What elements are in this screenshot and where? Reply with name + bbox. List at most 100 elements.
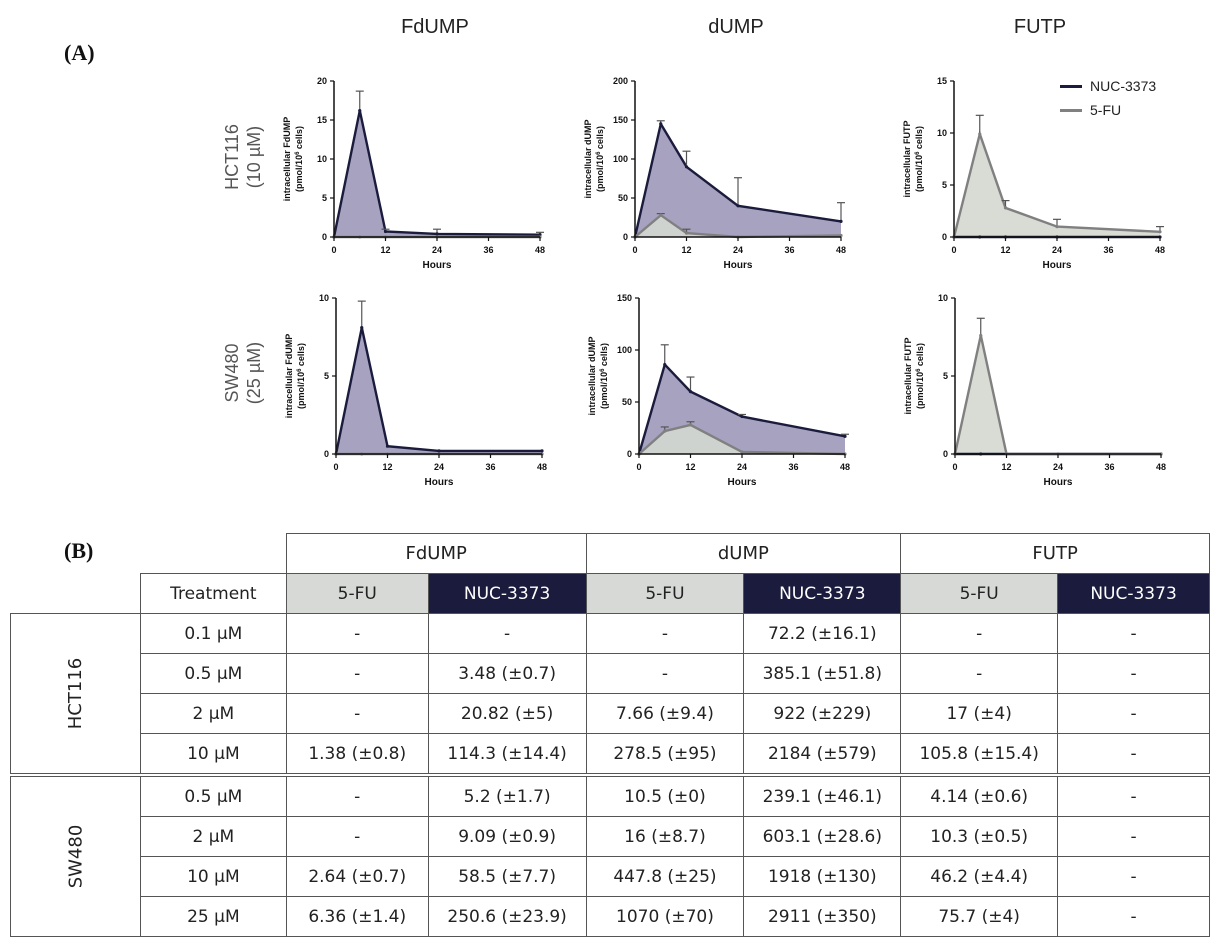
summary-table: FdUMP dUMP FUTP Treatment 5-FU NUC-3373 … [10,533,1210,937]
x-tick-label: 12 [382,462,392,472]
point-nuc3373 [659,122,663,126]
legend: NUC-3373 5-FU [1060,78,1156,126]
x-tick-label: 48 [535,245,545,255]
y-axis-label-line2: (pmol/106 cells) [914,126,924,192]
column-title-futp: FUTP [1013,16,1067,38]
table-value-cell: 5.2 (±1.7) [427,773,587,817]
legend-label-5fu: 5-FU [1090,102,1122,118]
y-tick-label: 5 [324,371,329,381]
area-5fu [639,424,845,454]
x-tick-label: 0 [333,462,338,472]
y-axis-label-line1: intracellular dUMP [583,119,593,198]
x-tick-label: 0 [632,245,637,255]
x-axis-label: Hours [1044,477,1073,488]
y-tick-label: 150 [617,293,632,303]
table-concentration-cell: 10 µM [139,856,287,897]
x-tick-label: 36 [483,245,493,255]
y-tick-label: 15 [937,76,947,86]
chart-sw480-fdump: 0 12 24 36 48 0 5 10 Hours intracellular FdUMP (pm… [284,293,547,488]
legend-item-nuc3373: NUC-3373 [1060,78,1156,94]
y-tick-label: 150 [613,115,628,125]
point-nuc3373 [736,204,740,208]
table-value-cell: - [1057,773,1210,817]
chart-hct116-futp: 0 12 24 36 48 0 5 10 15 Hours intracellular FUTP (p… [902,76,1165,271]
row-title-sw480-line2: (25 µM) [244,341,264,405]
legend-swatch-5fu [1060,108,1082,112]
x-axis-label: Hours [728,477,757,488]
x-tick-label: 36 [784,245,794,255]
table-row: 25 µM 6.36 (±1.4) 250.6 (±23.9) 1070 (±70) 2… [11,896,1210,937]
y-tick-label: 50 [618,193,628,203]
x-tick-label: 24 [737,462,747,472]
y-axis-label-line1: intracellular FUTP [902,120,912,197]
y-tick-label: 20 [317,76,327,86]
y-axis-label-line1: intracellular dUMP [587,336,597,415]
table-value-cell: - [900,613,1059,654]
table-value-cell: - [1057,856,1210,897]
point-nuc3373 [663,362,667,367]
point-nuc3373 [385,444,390,448]
table-value-cell: 75.7 (±4) [900,896,1059,937]
point-5fu [684,231,689,235]
point-5fu [740,450,744,454]
y-axis-label-line2: (pmol/106 cells) [595,126,605,192]
point-5fu [839,233,843,238]
x-tick-label: 36 [1103,245,1113,255]
y-axis-label: intracellular FUTP (pmol/106 cells) [903,337,925,414]
y-axis-label-line2: (pmol/106 cells) [599,343,609,409]
table-sub-header-5fu: 5-FU [285,573,429,614]
table-concentration-cell: 0.5 µM [139,653,287,694]
table-cell-line-label: SW480 [10,773,141,937]
x-tick-label: 48 [537,462,547,472]
y-tick-label: 0 [943,449,948,459]
column-title-fdump: FdUMP [401,16,469,38]
table-value-cell: - [427,613,587,654]
table-value-cell: 46.2 (±4.4) [900,856,1059,897]
table-sub-header-5fu: 5-FU [585,573,745,614]
table-value-cell: 922 (±229) [743,693,902,734]
y-tick-label: 5 [943,371,948,381]
table-value-cell: - [585,653,745,694]
x-tick-label: 24 [432,245,442,255]
y-axis-label: intracellular dUMP (pmol/106 cells) [583,119,605,198]
table-value-cell: - [585,613,745,654]
table-value-cell: 239.1 (±46.1) [743,773,902,817]
y-tick-label: 10 [319,293,329,303]
table-value-cell: 2184 (±579) [743,733,902,776]
point-5fu [978,132,982,136]
x-axis-label: Hours [724,260,753,271]
y-axis-label: intracellular FdUMP (pmol/106 cells) [282,117,304,202]
table-value-cell: 250.6 (±23.9) [427,896,587,937]
table-group-header-row: FdUMP dUMP FUTP [11,533,1210,574]
area-5fu [954,134,1160,237]
table-concentration-cell: 0.1 µM [139,613,287,654]
table-value-cell: 4.14 (±0.6) [900,773,1059,817]
table-corner-blank-3 [11,574,141,614]
point-5fu [659,213,663,217]
point-nuc3373 [843,434,847,438]
y-tick-label: 0 [942,232,947,242]
table-value-cell: 9.09 (±0.9) [427,816,587,857]
chart-hct116-fdump: 0 12 24 36 48 0 5 10 15 20 Hours intracellular FdUM… [282,76,545,271]
x-tick-label: 24 [733,245,743,255]
area-5fu [955,335,1161,454]
table-value-cell: 10.3 (±0.5) [900,816,1059,857]
chart-sw480-dump: 0 12 24 36 48 0 50 100 150 Hours intracellular dUM… [587,293,850,488]
y-axis-label-line1: intracellular FUTP [903,337,913,414]
table-value-cell: - [1057,816,1210,857]
table-sub-header-row: Treatment 5-FU NUC-3373 5-FU NUC-3373 5-… [11,573,1210,614]
point-5fu [979,333,983,338]
y-tick-label: 10 [938,293,948,303]
x-axis-label: Hours [1043,260,1072,271]
table-value-cell: - [1057,653,1210,694]
table-value-cell: 447.8 (±25) [585,856,745,897]
table-value-cell: 72.2 (±16.1) [743,613,902,654]
chart-hct116-dump: 0 12 24 36 48 0 50 100 150 200 Hours intracellular … [583,76,846,271]
point-nuc3373 [688,390,693,394]
x-tick-label: 48 [1155,245,1165,255]
table-row: 2 µM -20.82 (±5) 7.66 (±9.4) 922 (±229) 17 (… [11,693,1210,734]
table-row: 0.5 µM -3.48 (±0.7) -385.1 (±51.8) - - [11,653,1210,694]
y-tick-label: 5 [942,180,947,190]
table-value-cell: 58.5 (±7.7) [427,856,587,897]
table-row: 10 µM 1.38 (±0.8) 114.3 (±14.4) 278.5 (±95)… [11,733,1210,776]
